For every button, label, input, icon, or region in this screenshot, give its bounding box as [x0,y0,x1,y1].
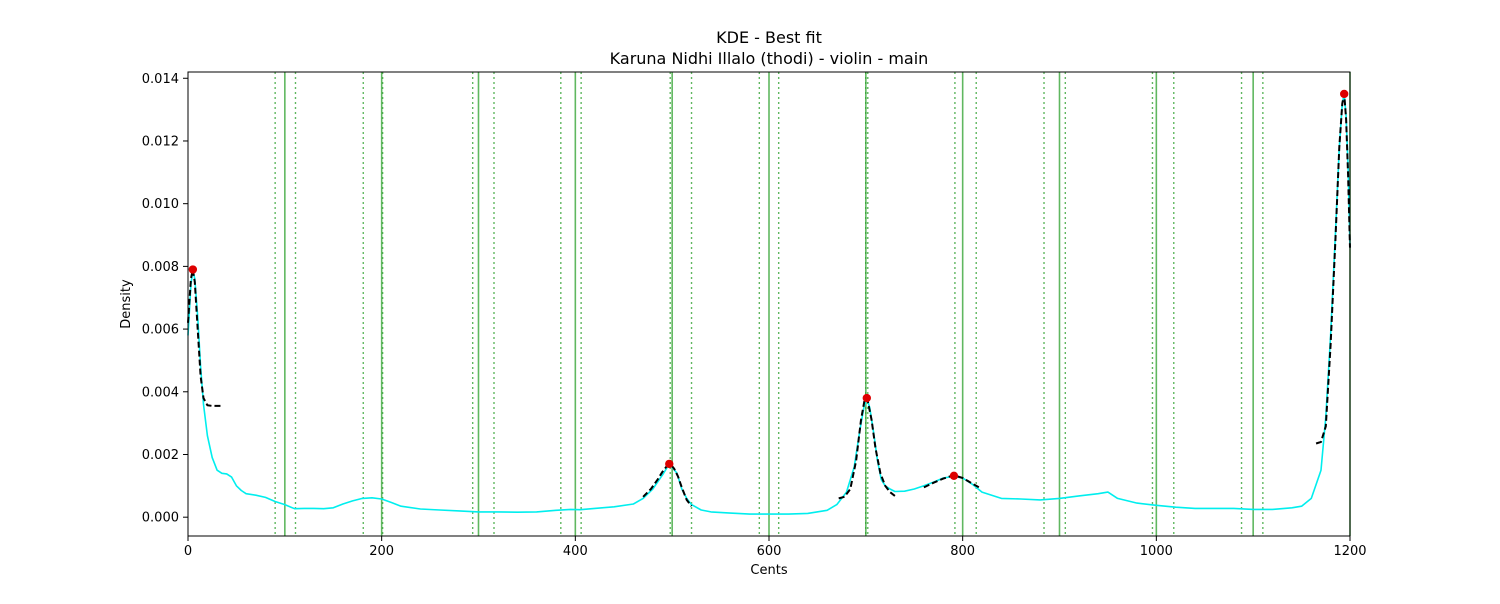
x-axis-label: Cents [750,563,787,578]
x-tick-label: 200 [369,544,394,559]
y-tick-label: 0.012 [142,134,179,149]
y-axis-label: Density [119,279,134,329]
y-tick-label: 0.010 [142,197,179,212]
y-tick-label: 0.004 [142,385,179,400]
x-tick-label: 0 [184,544,192,559]
chart-title: KDE - Best fit [716,28,822,47]
x-tick-label: 1000 [1140,544,1173,559]
peak-marker [665,459,674,469]
peak-marker [188,265,198,274]
peak-marker [862,393,872,403]
peak-marker [949,471,959,481]
x-tick-label: 600 [757,544,782,559]
x-tick-label: 400 [563,544,588,559]
peak-marker [1339,89,1349,99]
y-tick-label: 0.006 [142,323,179,338]
plot-area [187,71,1351,537]
y-tick-label: 0.000 [142,511,179,526]
fit-curve-2 [642,462,693,507]
y-tick-label: 0.014 [142,72,179,87]
fit-curve-5 [1315,92,1351,445]
x-axis: 0 200 400 600 800 1000 1200 [184,536,1367,559]
kde-curve [187,93,1351,515]
x-tick-label: 800 [950,544,975,559]
fit-curve-3 [838,397,896,500]
fit-curve-1 [187,268,221,407]
reference-lines [274,72,1351,536]
y-tick-label: 0.008 [142,260,179,275]
x-tick-label: 1200 [1333,544,1366,559]
chart-subtitle: Karuna Nidhi Illalo (thodi) - violin - m… [610,49,929,68]
y-tick-label: 0.002 [142,448,179,463]
peaks-layer [188,89,1349,481]
y-axis: 0.000 0.002 0.004 0.006 0.008 0.010 0.012 0.014 [142,72,188,526]
